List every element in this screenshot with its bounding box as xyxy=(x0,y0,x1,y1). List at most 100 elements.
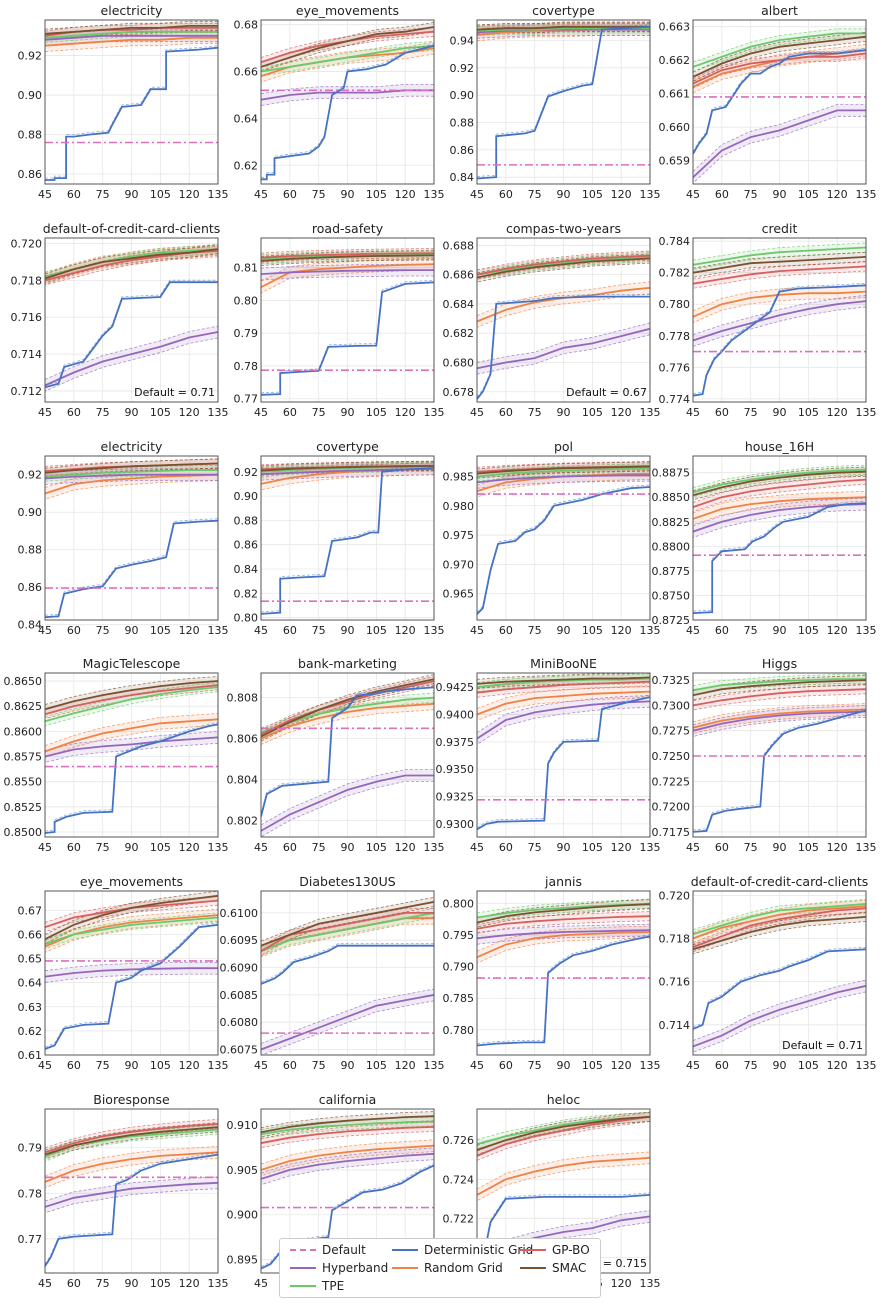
gp_bo-band-lower xyxy=(477,1121,650,1161)
x-tick-label: 60 xyxy=(715,406,729,419)
gp_bo-band-lower xyxy=(45,255,218,286)
y-tick-label: 0.774 xyxy=(659,393,691,406)
y-tick-label: 0.81 xyxy=(234,262,259,275)
hyperband-band-lower xyxy=(261,1000,434,1055)
legend-swatch xyxy=(290,1249,316,1251)
x-tick-label: 45 xyxy=(38,1277,52,1290)
x-tick-label: 120 xyxy=(611,188,632,201)
hyperband-band-lower xyxy=(693,115,866,184)
x-tick-label: 75 xyxy=(312,1059,326,1072)
y-tick-label: 0.6090 xyxy=(220,962,259,975)
gp_bo-band-upper xyxy=(261,26,434,58)
x-tick-label: 45 xyxy=(686,188,700,201)
gp_bo-band-upper xyxy=(477,250,650,271)
x-tick-label: 90 xyxy=(773,841,787,854)
random_grid-line xyxy=(45,1151,218,1183)
series-layer xyxy=(45,1119,218,1267)
random_grid-band xyxy=(477,1151,650,1201)
smac-band-lower xyxy=(693,475,866,501)
random_grid-line xyxy=(693,905,866,940)
hyperband-line xyxy=(477,28,650,34)
legend-label: GP-BO xyxy=(552,1243,590,1257)
x-tick-label: 120 xyxy=(611,841,632,854)
gp_bo-band xyxy=(45,1119,218,1157)
hyperband-band-lower xyxy=(693,306,866,347)
det_grid-line xyxy=(45,723,218,834)
subplot-title: MagicTelescope xyxy=(83,656,181,671)
hyperband-band xyxy=(45,962,218,983)
x-tick-label: 90 xyxy=(773,406,787,419)
det_grid-line xyxy=(477,295,650,400)
random_grid-line xyxy=(261,1144,434,1171)
x-tick-label: 120 xyxy=(827,406,848,419)
gp_bo-band xyxy=(477,1112,650,1161)
tpe-band xyxy=(693,28,866,72)
random_grid-band-upper xyxy=(45,244,218,273)
x-tick-label: 45 xyxy=(470,188,484,201)
smac-band-upper xyxy=(45,244,218,275)
legend-item-hyperband: Hyperband xyxy=(290,1260,388,1276)
random_grid-line xyxy=(477,931,650,959)
x-tick-label: 135 xyxy=(424,841,445,854)
y-tick-label: 0.67 xyxy=(18,904,43,917)
legend-swatch xyxy=(520,1267,546,1269)
x-tick-label: 60 xyxy=(283,406,297,419)
y-tick-label: 0.662 xyxy=(659,54,691,67)
tpe-band-upper xyxy=(477,898,650,914)
tpe-band-upper xyxy=(693,242,866,261)
random_grid-band-lower xyxy=(693,297,866,324)
x-tick-label: 45 xyxy=(470,624,484,637)
y-tick-label: 0.661 xyxy=(659,88,691,101)
smac-line xyxy=(693,916,866,951)
x-tick-label: 60 xyxy=(67,406,81,419)
y-tick-label: 0.78 xyxy=(234,360,259,373)
series-layer xyxy=(693,464,866,614)
x-tick-label: 90 xyxy=(773,188,787,201)
y-tick-label: 0.776 xyxy=(659,361,691,374)
det_grid-band xyxy=(261,943,434,983)
smac-band xyxy=(45,458,218,478)
hyperband-line xyxy=(45,967,218,978)
y-tick-label: 0.92 xyxy=(18,469,43,482)
gp_bo-line xyxy=(693,688,866,707)
tpe-band-lower xyxy=(693,37,866,72)
gp_bo-band-lower xyxy=(693,270,866,289)
plot-frame xyxy=(44,455,219,621)
legend-label: TPE xyxy=(322,1279,345,1293)
gp_bo-band xyxy=(477,677,650,698)
y-tick-label: 0.79 xyxy=(234,327,259,340)
y-tick-label: 0.678 xyxy=(443,386,475,399)
y-tick-label: 0.716 xyxy=(659,976,691,989)
det_grid-band xyxy=(693,708,866,831)
x-tick-label: 120 xyxy=(395,624,416,637)
x-tick-label: 75 xyxy=(528,841,542,854)
y-tick-label: 0.720 xyxy=(11,238,43,251)
x-tick-label: 60 xyxy=(283,188,297,201)
tpe-band-lower xyxy=(693,683,866,696)
x-tick-label: 105 xyxy=(366,841,387,854)
legend-swatch xyxy=(520,1249,546,1251)
x-tick-label: 90 xyxy=(341,406,355,419)
subplot-title: default-of-credit-card-clients xyxy=(691,874,869,889)
random_grid-band-lower xyxy=(45,1157,218,1189)
smac-line xyxy=(45,680,218,711)
subplot-title: covertype xyxy=(316,439,379,454)
smac-line xyxy=(261,254,434,262)
y-tick-label: 0.8625 xyxy=(4,700,43,713)
x-tick-label: 120 xyxy=(827,841,848,854)
y-tick-label: 0.718 xyxy=(11,274,43,287)
x-tick-label: 135 xyxy=(856,841,877,854)
y-tick-label: 0.784 xyxy=(659,235,691,248)
smac-band xyxy=(693,467,866,500)
series-layer xyxy=(261,460,434,615)
x-tick-label: 90 xyxy=(557,188,571,201)
random_grid-band xyxy=(477,685,650,721)
subplot-title: heloc xyxy=(547,1092,581,1107)
y-tick-label: 0.8550 xyxy=(4,776,43,789)
det_grid-line xyxy=(261,467,434,615)
legend-item-det_grid: Deterministic Grid xyxy=(392,1242,533,1258)
x-tick-label: 75 xyxy=(96,1277,110,1290)
y-tick-label: 0.94 xyxy=(450,35,475,48)
y-tick-label: 0.8800 xyxy=(652,540,691,553)
x-tick-label: 75 xyxy=(312,188,326,201)
